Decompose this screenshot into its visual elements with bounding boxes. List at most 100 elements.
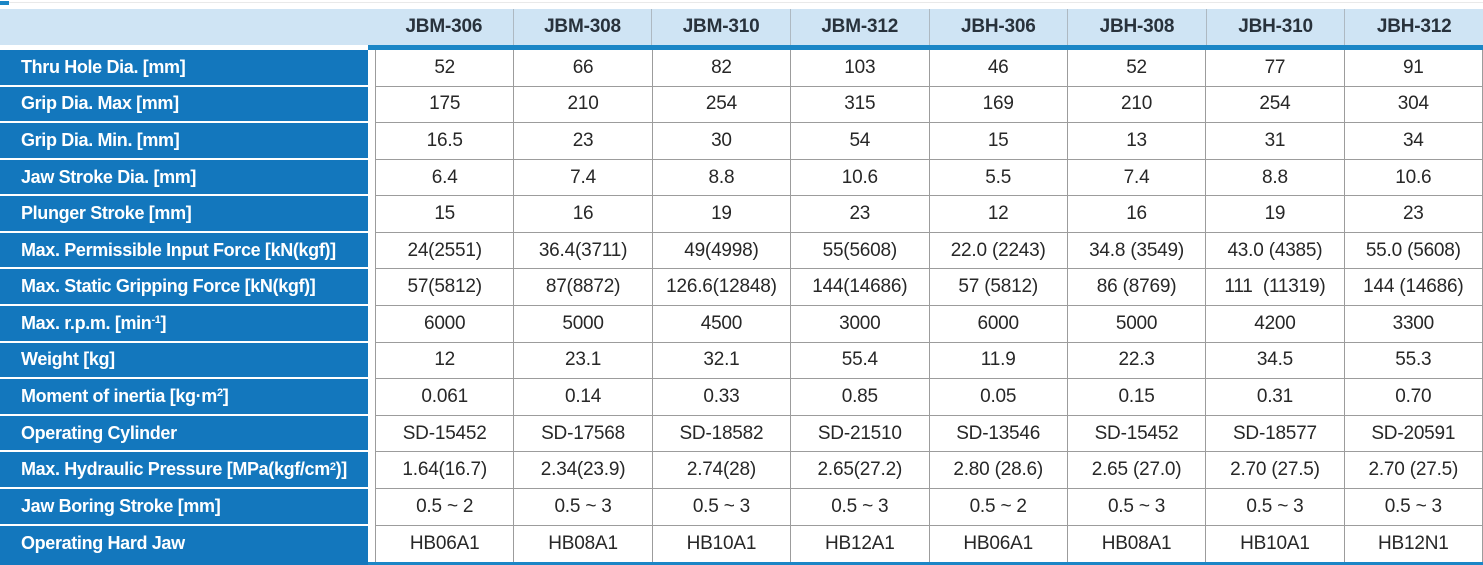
row-label-text: Grip Dia. Max [mm] bbox=[21, 93, 179, 114]
value-cell: 144(14686) bbox=[790, 269, 929, 307]
value-cell: 16 bbox=[513, 196, 652, 233]
row-values: 16.5 23 30 54 15 13 31 34 bbox=[375, 123, 1483, 160]
row-label-text: ] bbox=[222, 385, 229, 406]
label-column-gap bbox=[368, 415, 375, 453]
value-cell: SD-18582 bbox=[651, 415, 791, 453]
value-cell: 12 bbox=[928, 196, 1067, 233]
value-cell: 77 bbox=[1205, 50, 1344, 87]
table-row: Weight [kg] 12 23.1 32.1 55.4 11.9 22.3 34.5 55.… bbox=[0, 342, 1483, 380]
value-cell: 23 bbox=[1343, 196, 1482, 233]
row-label-text: Thru Hole Dia. [mm] bbox=[21, 56, 186, 77]
header-label-spacer bbox=[0, 9, 375, 45]
value-cell: 6.4 bbox=[375, 159, 514, 197]
value-cell: 0.5 ~ 3 bbox=[790, 488, 929, 526]
value-cell: HB10A1 bbox=[1205, 525, 1344, 563]
row-label-text: Weight [kg] bbox=[21, 349, 115, 370]
value-cell: 82 bbox=[651, 50, 791, 87]
value-cell: 24(2551) bbox=[375, 232, 514, 270]
top-margin bbox=[0, 0, 1483, 9]
label-column-gap bbox=[368, 342, 375, 380]
value-cell: 0.5 ~ 3 bbox=[1343, 488, 1482, 526]
value-cell: SD-15452 bbox=[1066, 415, 1206, 453]
header-divider bbox=[0, 45, 1483, 50]
row-label-text: ] bbox=[160, 312, 167, 333]
value-cell: 304 bbox=[1343, 86, 1482, 124]
row-label-text: Max. Hydraulic Pressure [MPa(kgf/cm bbox=[21, 459, 330, 480]
value-cell: SD-17568 bbox=[513, 415, 652, 453]
value-cell: SD-21510 bbox=[790, 415, 929, 453]
value-cell: 0.15 bbox=[1066, 379, 1206, 416]
label-column-gap bbox=[368, 525, 375, 563]
value-cell: 0.061 bbox=[375, 379, 514, 416]
value-cell: HB06A1 bbox=[928, 525, 1067, 563]
row-label: Operating Cylinder bbox=[0, 415, 368, 453]
header-divider-rule bbox=[368, 45, 1483, 50]
value-cell: 57 (5812) bbox=[928, 269, 1067, 307]
value-cell: 34 bbox=[1343, 123, 1482, 160]
row-label: Jaw Stroke Dia. [mm] bbox=[0, 159, 368, 197]
value-cell: 34.8 (3549) bbox=[1066, 232, 1206, 270]
table-row: Max. Static Gripping Force [kN(kgf)] 57(5… bbox=[0, 269, 1483, 307]
label-column-gap bbox=[368, 488, 375, 526]
value-cell: HB08A1 bbox=[513, 525, 652, 563]
column-header-jbm-310: JBM-310 bbox=[651, 9, 790, 45]
row-label: Jaw Boring Stroke [mm] bbox=[0, 488, 368, 526]
table-row: Jaw Stroke Dia. [mm] 6.4 7.4 8.8 10.6 5.5 7.4 8… bbox=[0, 159, 1483, 197]
value-cell: 0.85 bbox=[790, 379, 929, 416]
row-values: 52 66 82 103 46 52 77 91 bbox=[375, 50, 1483, 87]
value-cell: SD-15452 bbox=[375, 415, 514, 453]
value-cell: 49(4998) bbox=[651, 232, 791, 270]
row-label: Max. Static Gripping Force [kN(kgf)] bbox=[0, 269, 368, 307]
value-cell: 54 bbox=[790, 123, 929, 160]
value-cell: 4200 bbox=[1205, 306, 1344, 343]
value-cell: SD-18577 bbox=[1205, 415, 1344, 453]
value-cell: 5000 bbox=[1066, 306, 1206, 343]
row-label: Moment of inertia [kg·m 2] bbox=[0, 379, 368, 416]
column-header-jbh-312: JBH-312 bbox=[1344, 9, 1483, 45]
value-cell: 254 bbox=[651, 86, 791, 124]
row-values: 6000 5000 4500 3000 6000 5000 4200 3300 bbox=[375, 306, 1483, 343]
value-cell: 23 bbox=[790, 196, 929, 233]
value-cell: 0.5 ~ 2 bbox=[375, 488, 514, 526]
table-row: Operating Hard Jaw HB06A1 HB08A1 HB10A1 HB12… bbox=[0, 525, 1483, 563]
value-cell: 12 bbox=[375, 342, 514, 380]
value-cell: SD-13546 bbox=[928, 415, 1067, 453]
row-label: Max. Permissible Input Force [kN(kgf)] bbox=[0, 232, 368, 270]
value-cell: 3300 bbox=[1343, 306, 1482, 343]
row-label: Max. r.p.m. [min -1] bbox=[0, 306, 368, 343]
table-row: Plunger Stroke [mm] 15 16 19 23 12 16 19 23 bbox=[0, 196, 1483, 233]
value-cell: 2.65(27.2) bbox=[790, 452, 929, 489]
value-cell: 0.5 ~ 2 bbox=[928, 488, 1067, 526]
value-cell: 15 bbox=[375, 196, 514, 233]
value-cell: 169 bbox=[928, 86, 1067, 124]
row-label: Plunger Stroke [mm] bbox=[0, 196, 368, 233]
spec-rows: Thru Hole Dia. [mm] 52 66 82 103 46 52 77 91 Grip… bbox=[0, 50, 1483, 563]
value-cell: 10.6 bbox=[790, 159, 929, 197]
value-cell: 7.4 bbox=[513, 159, 652, 197]
table-row: Max. Hydraulic Pressure [MPa(kgf/cm 2)] 1.… bbox=[0, 452, 1483, 489]
label-column-gap bbox=[368, 159, 375, 197]
value-cell: 210 bbox=[1066, 86, 1206, 124]
table-header-row: JBM-306 JBM-308 JBM-310 JBM-312 JBH-306 JBH-3… bbox=[0, 9, 1483, 45]
value-cell: 22.3 bbox=[1066, 342, 1206, 380]
value-cell: 15 bbox=[928, 123, 1067, 160]
column-header-jbm-312: JBM-312 bbox=[789, 9, 929, 45]
row-values: 0.061 0.14 0.33 0.85 0.05 0.15 0.31 0.70 bbox=[375, 379, 1483, 416]
value-cell: 43.0 (4385) bbox=[1205, 232, 1344, 270]
label-column-gap bbox=[368, 269, 375, 307]
label-column-gap bbox=[368, 452, 375, 489]
row-label: Thru Hole Dia. [mm] bbox=[0, 50, 368, 87]
model-column-headers: JBM-306 JBM-308 JBM-310 JBM-312 JBH-306 JBH-3… bbox=[375, 9, 1483, 45]
column-header-jbh-308: JBH-308 bbox=[1067, 9, 1206, 45]
row-label-text: Operating Cylinder bbox=[21, 422, 177, 443]
value-cell: 2.65 (27.0) bbox=[1066, 452, 1206, 489]
value-cell: 0.5 ~ 3 bbox=[513, 488, 652, 526]
row-label: Grip Dia. Max [mm] bbox=[0, 86, 368, 124]
value-cell: 16 bbox=[1066, 196, 1206, 233]
row-label-text: Max. Static Gripping Force [kN(kgf)] bbox=[21, 276, 316, 297]
value-cell: 0.14 bbox=[513, 379, 652, 416]
label-column-gap bbox=[368, 379, 375, 416]
label-column-gap bbox=[368, 86, 375, 124]
value-cell: 0.05 bbox=[928, 379, 1067, 416]
